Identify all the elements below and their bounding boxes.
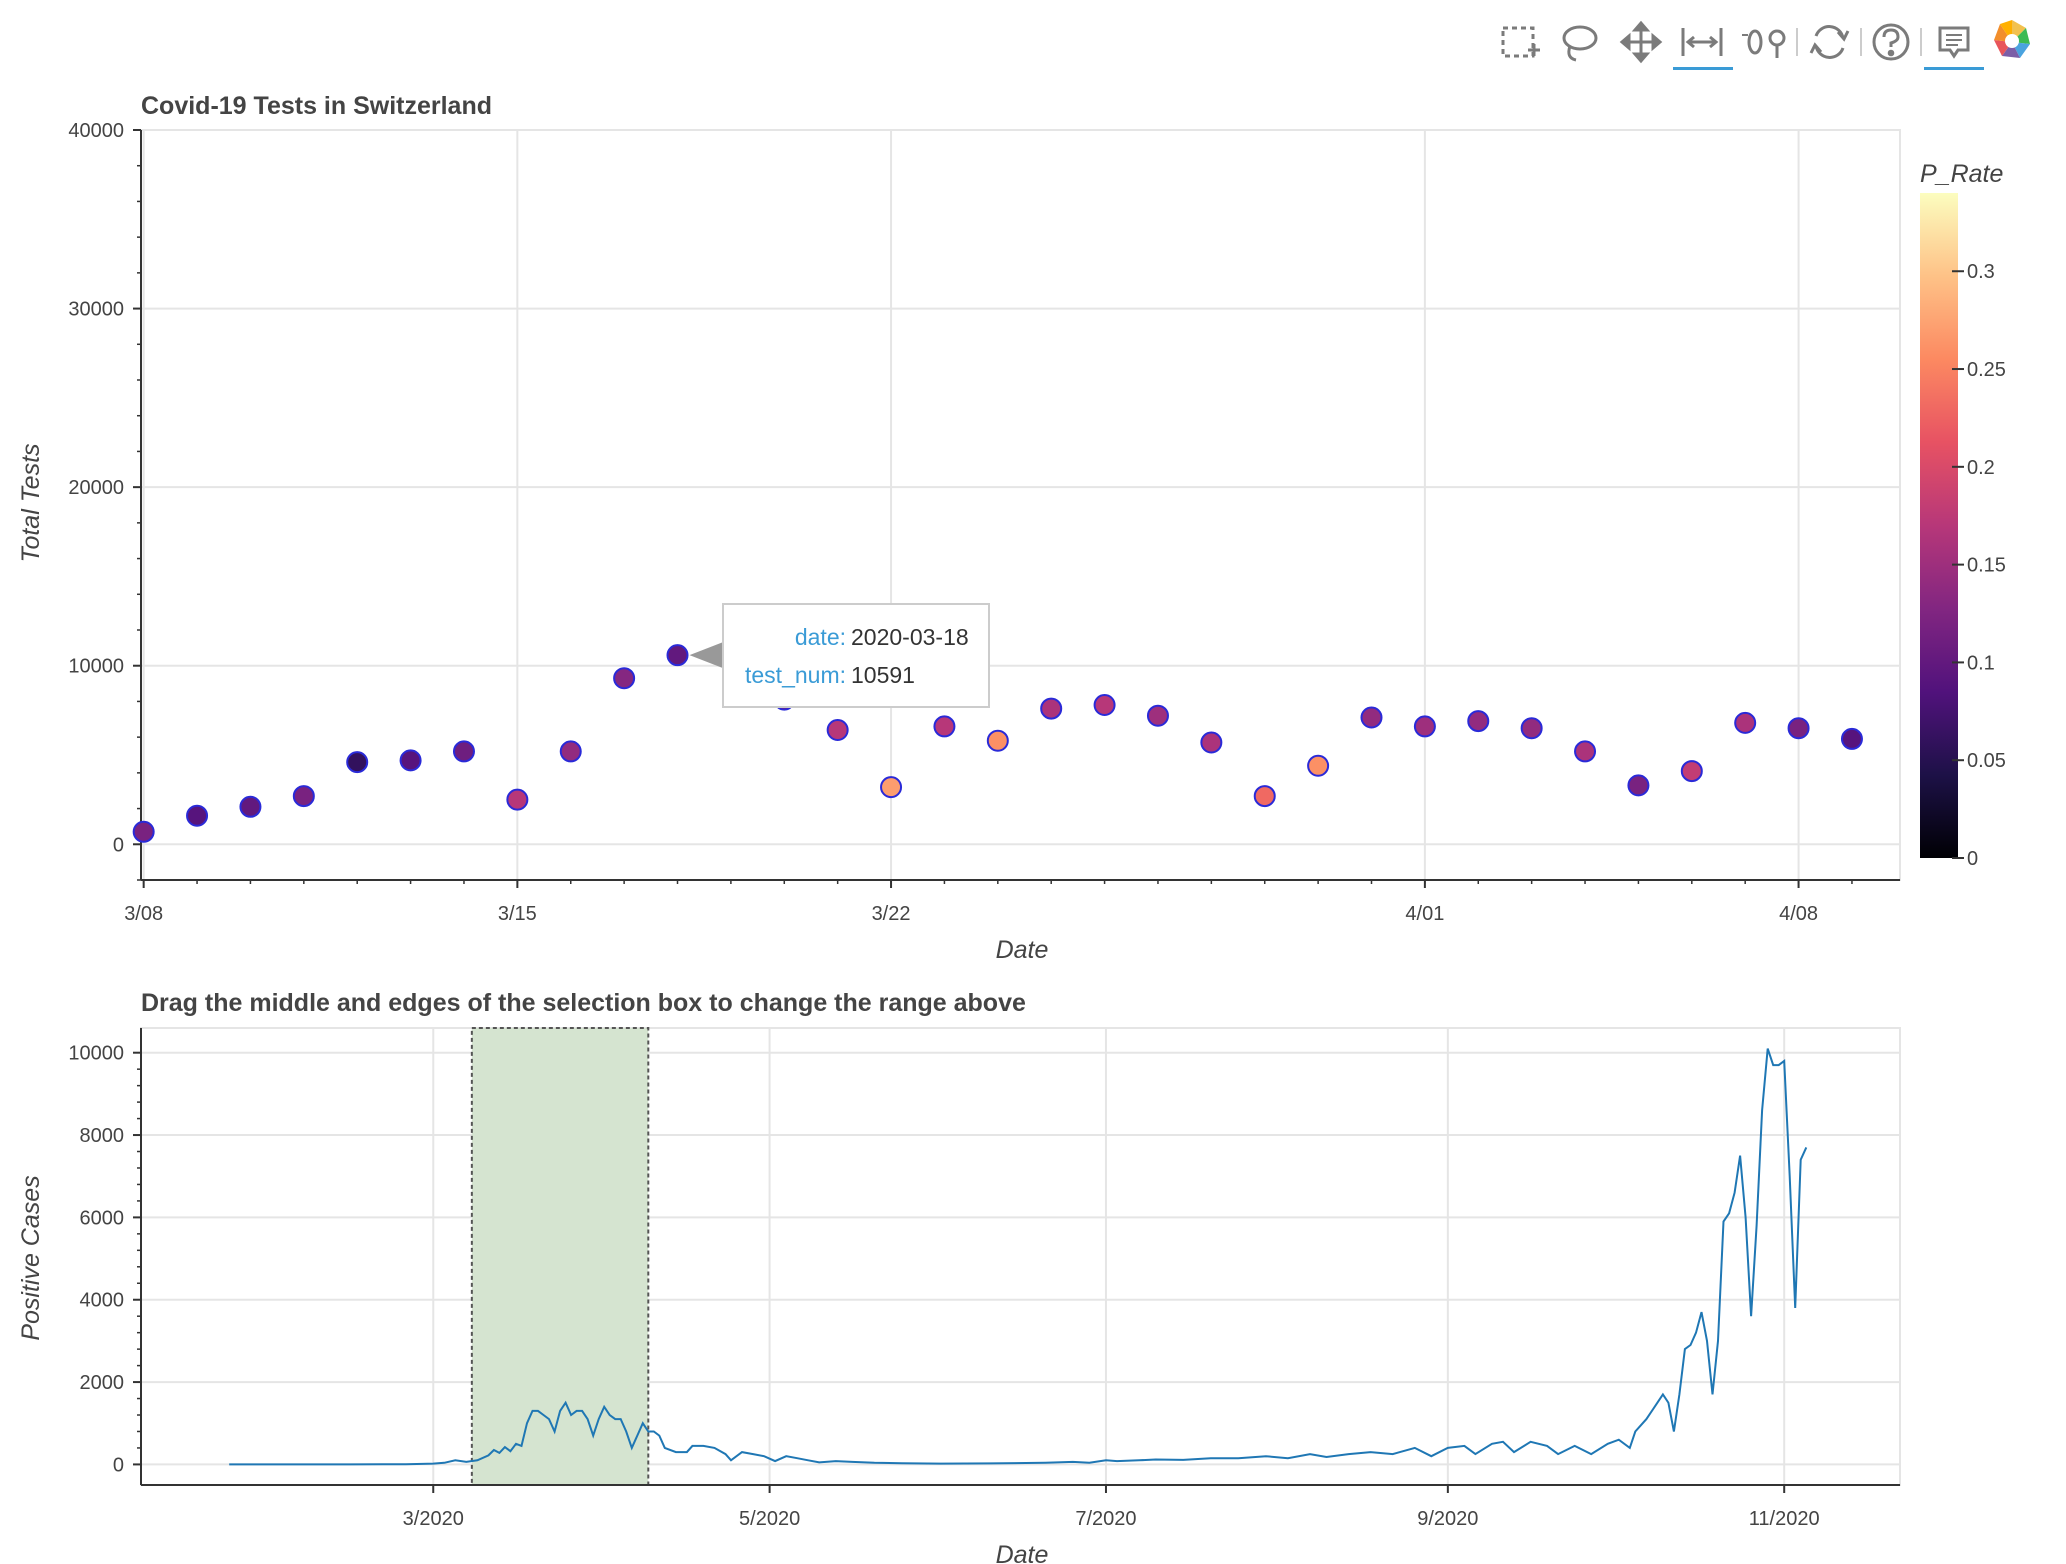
top-chart: Covid-19 Tests in Switzerland 3/08 3/15 3/… bbox=[17, 92, 2006, 964]
xwheel-zoom-icon[interactable] bbox=[1681, 28, 1723, 56]
bottom-x-tick-label: 5/2020 bbox=[739, 1508, 800, 1530]
colorbar-tick-label: 0.3 bbox=[1967, 261, 1995, 283]
bottom-y-axis-label: Positive Cases bbox=[17, 1175, 45, 1340]
scatter-point[interactable] bbox=[346, 751, 369, 774]
bottom-y-tick-label: 8000 bbox=[80, 1125, 125, 1147]
colorbar-gradient bbox=[1920, 193, 1958, 858]
tooltip-box bbox=[722, 603, 990, 708]
scatter-point[interactable] bbox=[132, 820, 155, 843]
scatter-point[interactable] bbox=[1146, 704, 1169, 727]
top-x-tick-label: 4/01 bbox=[1405, 903, 1444, 925]
bottom-y-tick-label: 2000 bbox=[80, 1372, 125, 1394]
top-axes: 3/08 3/15 3/22 4/01 4/08 0 10000 20000 30000 4000… bbox=[68, 120, 1900, 925]
scatter-point[interactable] bbox=[1627, 774, 1650, 797]
scatter-point[interactable] bbox=[1253, 785, 1276, 808]
scatter-point[interactable] bbox=[1734, 711, 1757, 734]
top-y-tick-label: 20000 bbox=[68, 477, 124, 499]
hover-tooltip: date: 2020-03-18 test_num: 10591 bbox=[689, 603, 990, 708]
top-x-tick-label: 3/15 bbox=[498, 903, 537, 925]
scatter-point[interactable] bbox=[880, 776, 903, 799]
pan-icon[interactable] bbox=[1619, 20, 1663, 64]
range-selection-box[interactable] bbox=[470, 1027, 650, 1486]
xwheel-zoom-active-indicator bbox=[1673, 67, 1733, 70]
positive-cases-line bbox=[229, 1048, 1808, 1466]
colorbar: P_Rate 0 0.05 0.1 0.15 0.2 0.25 0.3 bbox=[1920, 160, 2006, 870]
bottom-x-tick-label: 7/2020 bbox=[1075, 1508, 1136, 1530]
bottom-x-tick-label: 9/2020 bbox=[1417, 1508, 1478, 1530]
toolbar bbox=[1501, 20, 2030, 70]
top-grid bbox=[141, 129, 1900, 880]
tooltip-test-num-value: 10591 bbox=[851, 662, 915, 688]
bottom-y-tick-label: 6000 bbox=[80, 1207, 125, 1229]
scatter-point[interactable] bbox=[933, 715, 956, 738]
colorbar-tick-label: 0.15 bbox=[1967, 555, 2006, 577]
scatter-point[interactable] bbox=[399, 749, 422, 772]
scatter-point[interactable] bbox=[292, 785, 315, 808]
scatter-point[interactable] bbox=[1360, 706, 1383, 729]
scatter-point[interactable] bbox=[239, 795, 262, 818]
wheel-zoom-icon[interactable] bbox=[1742, 29, 1786, 58]
hover-active-indicator bbox=[1924, 67, 1984, 70]
bokeh-logo-icon[interactable] bbox=[1994, 20, 2030, 58]
top-x-axis-label: Date bbox=[996, 936, 1049, 964]
scatter-point[interactable] bbox=[559, 740, 582, 763]
top-x-tick-label: 3/08 bbox=[124, 903, 163, 925]
scatter-point[interactable] bbox=[666, 644, 689, 667]
scatter-point[interactable] bbox=[613, 667, 636, 690]
bottom-x-tick-label: 3/2020 bbox=[403, 1508, 464, 1530]
colorbar-tick-label: 0 bbox=[1967, 848, 1978, 870]
colorbar-tick-label: 0.1 bbox=[1967, 652, 1995, 674]
scatter-point[interactable] bbox=[1574, 740, 1597, 763]
colorbar-title: P_Rate bbox=[1920, 160, 2003, 188]
scatter-point[interactable] bbox=[1413, 715, 1436, 738]
scatter-point[interactable] bbox=[1787, 717, 1810, 740]
tooltip-test-num-key: test_num: bbox=[745, 662, 846, 688]
top-y-tick-label: 10000 bbox=[68, 656, 124, 678]
bottom-axes: 3/2020 5/2020 7/2020 9/2020 11/2020 0 2000 4000… bbox=[68, 1028, 1900, 1530]
top-points bbox=[132, 644, 1863, 843]
scatter-point[interactable] bbox=[506, 788, 529, 811]
bottom-x-tick-label: 11/2020 bbox=[1749, 1508, 1820, 1530]
scatter-point[interactable] bbox=[986, 729, 1009, 752]
colorbar-tick-label: 0.05 bbox=[1967, 750, 2006, 772]
colorbar-ticks: 0 0.05 0.1 0.15 0.2 0.25 0.3 bbox=[1952, 261, 2006, 870]
scatter-point[interactable] bbox=[452, 740, 475, 763]
scatter-point[interactable] bbox=[1200, 731, 1223, 754]
top-y-axis-label: Total Tests bbox=[17, 443, 45, 562]
scatter-point[interactable] bbox=[186, 804, 209, 827]
box-select-icon[interactable] bbox=[1501, 26, 1540, 58]
scatter-point[interactable] bbox=[1840, 727, 1863, 750]
bottom-plot-background bbox=[140, 1027, 1901, 1486]
bottom-y-tick-label: 4000 bbox=[80, 1290, 125, 1312]
tooltip-arrow bbox=[689, 642, 723, 669]
scatter-point[interactable] bbox=[826, 719, 849, 741]
scatter-point[interactable] bbox=[1467, 710, 1490, 733]
bottom-chart: Drag the middle and edges of the selecti… bbox=[17, 989, 1901, 1564]
colorbar-tick-label: 0.25 bbox=[1967, 359, 2006, 381]
bottom-y-tick-label: 0 bbox=[113, 1454, 124, 1476]
colorbar-tick-label: 0.2 bbox=[1967, 457, 1995, 479]
reset-icon[interactable] bbox=[1809, 25, 1850, 59]
scatter-point[interactable] bbox=[1520, 717, 1543, 740]
top-chart-title: Covid-19 Tests in Switzerland bbox=[141, 92, 492, 120]
tooltip-date-key: date: bbox=[795, 624, 846, 650]
scatter-point[interactable] bbox=[1040, 697, 1063, 720]
bottom-grid bbox=[141, 1028, 1900, 1485]
lasso-select-icon[interactable] bbox=[1562, 25, 1598, 62]
scatter-point[interactable] bbox=[1093, 694, 1116, 716]
bottom-chart-title: Drag the middle and edges of the selecti… bbox=[141, 989, 1026, 1017]
top-y-tick-label: 30000 bbox=[68, 299, 124, 321]
bottom-x-axis-label: Date bbox=[996, 1541, 1049, 1564]
top-x-tick-label: 4/08 bbox=[1779, 903, 1818, 925]
hover-icon[interactable] bbox=[1938, 26, 1970, 59]
help-icon[interactable] bbox=[1872, 23, 1910, 61]
scatter-point[interactable] bbox=[1307, 754, 1330, 777]
scatter-point[interactable] bbox=[1680, 760, 1703, 783]
bottom-y-tick-label: 10000 bbox=[68, 1043, 124, 1065]
top-y-tick-label: 0 bbox=[113, 834, 124, 856]
tooltip-date-value: 2020-03-18 bbox=[851, 624, 969, 650]
top-y-tick-label: 40000 bbox=[68, 120, 124, 142]
top-x-tick-label: 3/22 bbox=[872, 903, 911, 925]
